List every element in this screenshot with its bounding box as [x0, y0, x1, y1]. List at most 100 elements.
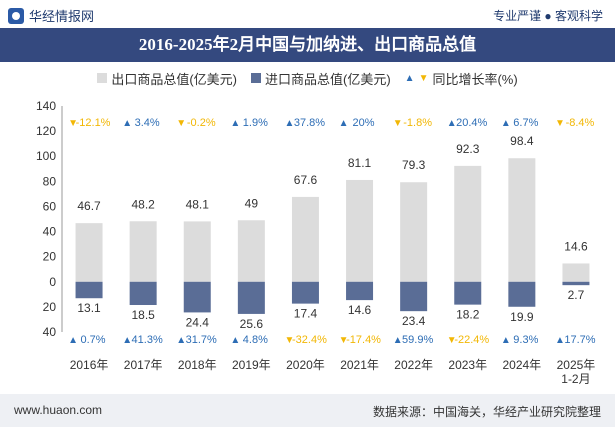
yoy-up-icon: ▲ [230, 335, 240, 346]
export-value-label: 14.6 [564, 239, 588, 253]
y-tick-label: 0 [49, 275, 56, 289]
yoy-up-icon: ▲ [230, 118, 240, 129]
import-bar [346, 281, 374, 301]
import-yoy-label: 59.9% [402, 334, 433, 346]
brand-logo-icon [8, 7, 24, 24]
export-yoy-label: 3.4% [135, 117, 160, 129]
import-bar [562, 281, 590, 286]
export-yoy-label: -12.1% [76, 117, 111, 129]
yoy-up-icon: ▲ [68, 335, 78, 346]
yoy-down-icon: ▼ [555, 118, 565, 129]
footer-url-link[interactable]: www.huaon.com [14, 403, 103, 417]
legend-item-yoy: ▲ ▼ 同比增长率(%) [405, 69, 518, 88]
export-yoy-label: -1.8% [403, 117, 432, 129]
top-bar: 华经情报网 专业严谨 ● 客观科学 [0, 0, 615, 28]
yoy-down-icon: ▼ [339, 335, 349, 346]
import-value-label: 24.4 [186, 315, 210, 329]
yoy-up-icon: ▲ [122, 118, 132, 129]
yoy-down-icon: ▼ [284, 335, 294, 346]
import-value-label: 13.1 [77, 301, 101, 315]
import-yoy-label: -32.4% [292, 334, 327, 346]
x-tick-label: 2019年 [232, 358, 271, 372]
export-yoy-label: 1.9% [243, 117, 268, 129]
export-value-label: 81.1 [348, 156, 372, 170]
yoy-up-icon: ▲ [176, 335, 186, 346]
import-yoy-label: -22.4% [454, 334, 489, 346]
legend-import-label: 进口商品总值(亿美元) [264, 71, 391, 87]
x-tick-label: 2021年 [340, 358, 379, 372]
yoy-up-icon: ▲ [339, 118, 349, 129]
export-value-label: 67.6 [294, 173, 318, 187]
import-yoy-label: 17.7% [564, 334, 595, 346]
y-tick-label: 20 [43, 300, 57, 314]
legend: 出口商品总值(亿美元) 进口商品总值(亿美元) ▲ ▼ 同比增长率(%) [0, 66, 615, 90]
x-tick-label: 2018年 [178, 358, 217, 372]
yoy-down-icon: ▼ [393, 118, 403, 129]
y-tick-label: 100 [36, 149, 56, 163]
export-value-label: 48.2 [131, 197, 155, 211]
legend-export-label: 出口商品总值(亿美元) [111, 71, 237, 87]
export-yoy-label: 37.8% [294, 117, 325, 129]
import-bar [129, 281, 157, 306]
x-tick-label: 2025年 [557, 358, 596, 372]
x-tick-label: 2023年 [448, 358, 487, 372]
yoy-down-icon: ▼ [447, 335, 457, 346]
import-value-label: 23.4 [402, 314, 426, 328]
import-yoy-label: 31.7% [186, 334, 217, 346]
y-tick-label: 80 [43, 174, 57, 188]
yoy-up-icon: ▲ [447, 118, 457, 129]
export-bar [508, 158, 536, 282]
triangle-down-icon: ▼ [418, 72, 429, 84]
import-bar [508, 281, 536, 307]
y-tick-label: 120 [36, 124, 56, 138]
yoy-up-icon: ▲ [501, 118, 511, 129]
import-bar [237, 281, 265, 314]
y-tick-label: 60 [43, 199, 57, 213]
export-bar [183, 221, 211, 282]
import-value-label: 18.5 [131, 308, 155, 322]
x-tick-label: 2020年 [286, 358, 325, 372]
legend-item-import: 进口商品总值(亿美元) [250, 69, 391, 88]
import-bar [183, 281, 211, 313]
import-value-label: 17.4 [294, 307, 318, 321]
import-yoy-label: 9.3% [513, 334, 538, 346]
triangle-up-icon: ▲ [404, 72, 415, 84]
x-tick-label: 2024年 [502, 358, 541, 372]
import-bar [75, 281, 103, 299]
export-swatch-icon [97, 73, 108, 83]
export-bar [346, 179, 374, 282]
brand-name: 华经情报网 [29, 9, 95, 24]
y-tick-label: 140 [36, 99, 56, 113]
export-value-label: 79.3 [402, 158, 426, 172]
yoy-up-icon: ▲ [393, 335, 403, 346]
export-bar [75, 223, 103, 282]
export-yoy-label: -0.2% [187, 117, 216, 129]
export-bar [237, 220, 265, 282]
import-value-label: 19.9 [510, 310, 534, 324]
export-bar [454, 165, 482, 282]
import-yoy-label: 0.7% [81, 334, 106, 346]
export-yoy-label: 20% [353, 117, 375, 129]
brand[interactable]: 华经情报网 [8, 6, 94, 25]
import-swatch-icon [250, 73, 261, 83]
import-bar [454, 281, 482, 305]
export-value-label: 92.3 [456, 142, 480, 156]
export-bar [562, 263, 590, 282]
yoy-up-icon: ▲ [122, 335, 132, 346]
export-value-label: 46.7 [77, 199, 101, 213]
export-value-label: 49 [245, 196, 259, 210]
import-yoy-label: 4.8% [243, 334, 268, 346]
legend-item-export: 出口商品总值(亿美元) [97, 69, 237, 88]
import-bar [291, 281, 319, 304]
x-tick-label: 2022年 [394, 358, 433, 372]
import-yoy-label: 41.3% [132, 334, 163, 346]
yoy-up-icon: ▲ [284, 118, 294, 129]
yoy-up-icon: ▲ [555, 335, 565, 346]
chart-title: 2016-2025年2月中国与加纳进、出口商品总值 [0, 28, 615, 62]
import-yoy-label: -17.4% [346, 334, 381, 346]
export-yoy-label: 6.7% [513, 117, 538, 129]
import-value-label: 18.2 [456, 308, 480, 322]
import-bar [400, 281, 428, 312]
export-value-label: 98.4 [510, 134, 534, 148]
export-value-label: 48.1 [186, 197, 210, 211]
